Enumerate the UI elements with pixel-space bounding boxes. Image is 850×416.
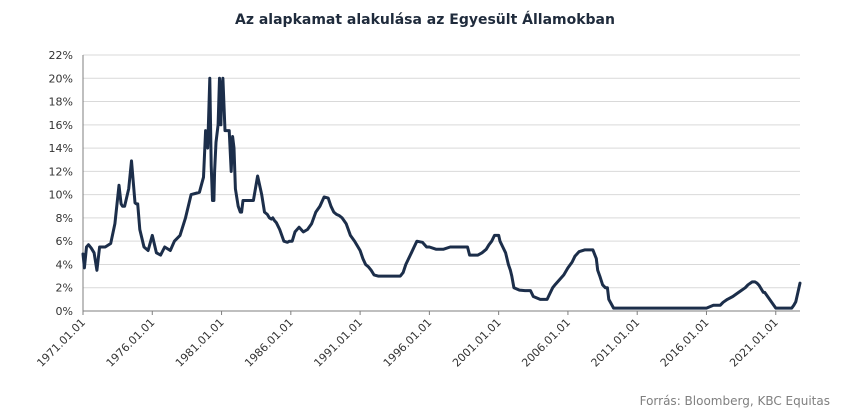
x-tick-label: 2011.01.01 (589, 316, 643, 370)
x-tick-label: 1981.01.01 (173, 316, 227, 370)
x-tick-label: 1996.01.01 (381, 316, 435, 370)
series-line (81, 76, 802, 310)
y-tick-label: 4% (56, 258, 73, 271)
source-note: Forrás: Bloomberg, KBC Equitas (639, 394, 830, 408)
x-tick-label: 2001.01.01 (450, 316, 504, 370)
y-tick-label: 2% (56, 282, 73, 295)
y-tick-label: 12% (49, 165, 73, 178)
x-tick-label: 2021.01.01 (727, 316, 781, 370)
y-tick-label: 18% (49, 96, 73, 109)
y-tick-label: 8% (56, 212, 73, 225)
x-tick-label: 2016.01.01 (658, 316, 712, 370)
y-tick-label: 16% (49, 119, 73, 132)
x-tick-label: 2006.01.01 (519, 316, 573, 370)
y-tick-label: 10% (49, 189, 73, 202)
y-tick-label: 14% (49, 142, 73, 155)
y-axis-ticks: 0% 2% 4% 6% 8% 10% 12% 14% 16% 18% 20% 22% (49, 49, 73, 318)
chart-title: Az alapkamat alakulása az Egyesült Állam… (235, 12, 615, 28)
series-layer (81, 76, 802, 310)
x-tick-label: 1976.01.01 (104, 316, 158, 370)
y-tick-label: 20% (49, 72, 73, 85)
y-tick-label: 0% (56, 305, 73, 318)
x-tick-label: 1971.01.01 (34, 316, 88, 370)
x-tick-label: 1986.01.01 (242, 316, 296, 370)
y-tick-label: 22% (49, 49, 73, 62)
y-tick-label: 6% (56, 235, 73, 248)
gridlines (83, 54, 800, 289)
x-axis-ticks: 1971.01.01 1976.01.01 1981.01.01 1986.01.01… (34, 311, 781, 370)
x-tick-label: 1991.01.01 (311, 316, 365, 370)
